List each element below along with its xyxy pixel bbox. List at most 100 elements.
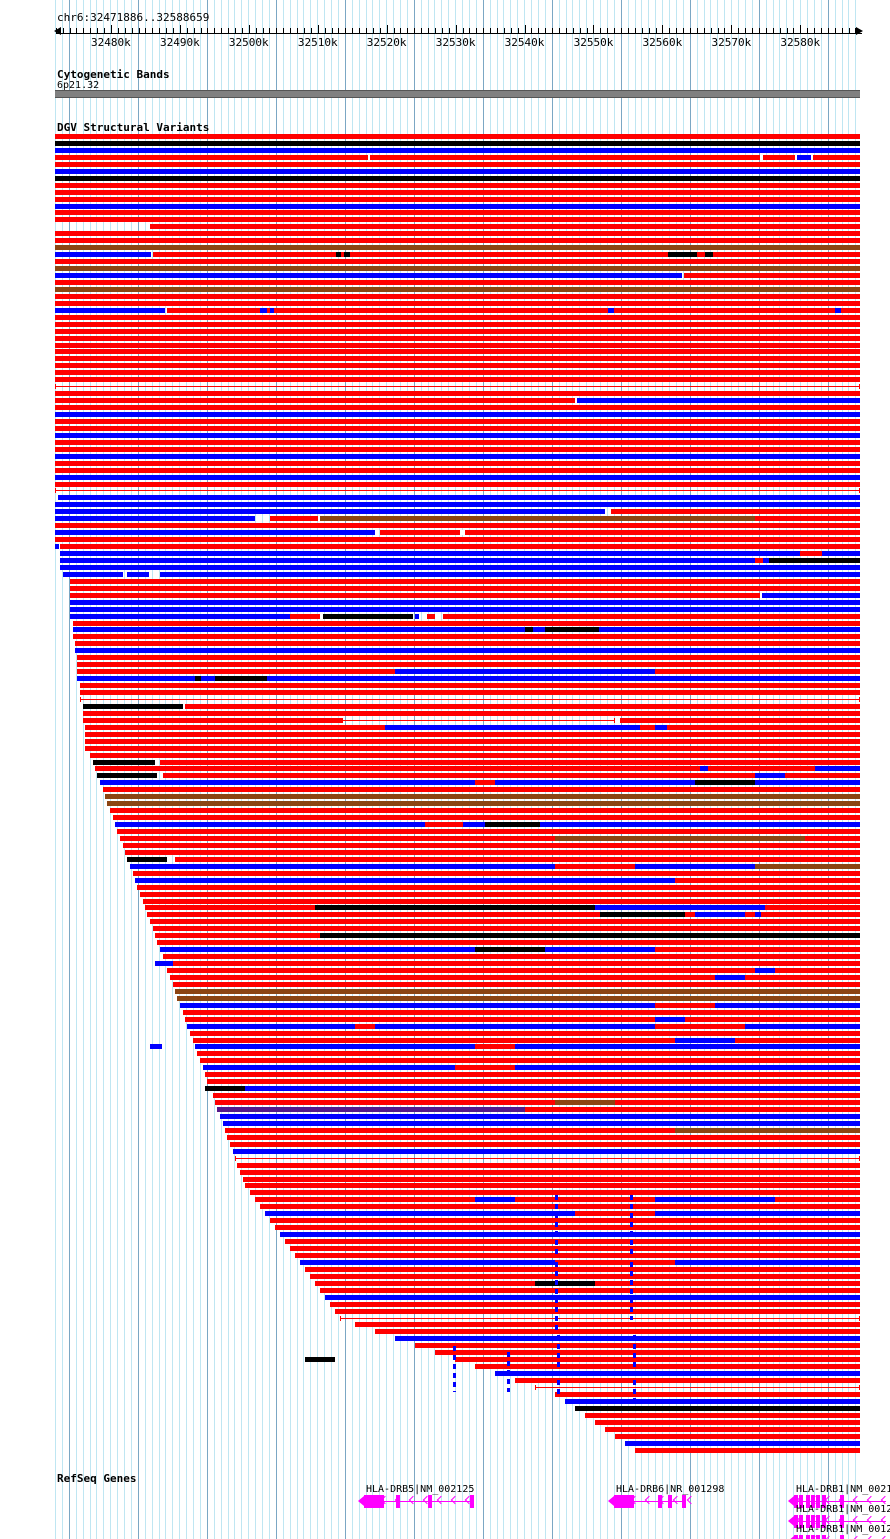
dgv-variant-bar[interactable]	[55, 475, 860, 480]
dgv-variant-bar[interactable]	[185, 1017, 860, 1022]
dgv-variant-bar[interactable]	[605, 1427, 860, 1432]
dgv-variant-bar[interactable]	[170, 975, 860, 980]
dgv-variant-bar[interactable]	[55, 204, 860, 209]
dgv-variant-bar[interactable]	[475, 947, 545, 952]
dgv-variant-bar[interactable]	[280, 1232, 860, 1237]
dgv-variant-bar[interactable]	[70, 600, 860, 605]
dgv-variant-bar[interactable]	[77, 676, 860, 681]
dgv-variant-bar[interactable]	[215, 1100, 860, 1105]
dgv-variant-bar[interactable]	[755, 516, 860, 521]
dgv-variant-bar[interactable]	[83, 718, 343, 723]
dgv-variant-bar[interactable]	[55, 426, 860, 431]
dgv-variant-bar[interactable]	[55, 259, 860, 264]
dgv-variant-bar[interactable]	[325, 1295, 860, 1300]
dgv-variant-bar[interactable]	[83, 704, 183, 709]
dgv-variant-bar[interactable]	[715, 975, 745, 980]
dgv-variant-bar[interactable]	[515, 1378, 860, 1383]
dgv-variant-bar[interactable]	[475, 1197, 515, 1202]
dgv-variant-bar[interactable]	[85, 739, 860, 744]
gene-exon[interactable]	[626, 1495, 630, 1508]
dgv-variant-bar[interactable]	[663, 530, 860, 535]
dgv-variant-bar[interactable]	[55, 419, 860, 424]
dgv-variant-bar[interactable]	[675, 1038, 735, 1043]
dgv-variant-bar[interactable]	[55, 266, 860, 271]
dgv-variant-bar[interactable]	[55, 454, 860, 459]
dgv-variant-bar[interactable]	[55, 273, 682, 278]
dgv-variant-bar[interactable]	[695, 780, 755, 785]
dgv-variant-bar[interactable]	[83, 711, 860, 716]
dgv-variant-bar[interactable]	[270, 516, 318, 521]
gene-exon[interactable]	[618, 1495, 622, 1508]
dgv-variant-bar[interactable]	[125, 850, 860, 855]
dgv-variant-rows[interactable]	[55, 134, 860, 1454]
dgv-variant-bar[interactable]	[763, 155, 795, 160]
dgv-variant-bar[interactable]	[80, 690, 860, 695]
dgv-variant-bar[interactable]	[655, 1003, 715, 1008]
dgv-variant-bar[interactable]	[175, 857, 860, 862]
gene-exon[interactable]	[794, 1515, 798, 1528]
dgv-variant-bar[interactable]	[55, 447, 860, 452]
dgv-variant-bar[interactable]	[55, 238, 860, 243]
dgv-variant-bar[interactable]	[55, 377, 860, 382]
dgv-variant-bar[interactable]	[55, 509, 605, 514]
dgv-variant-bar[interactable]	[55, 412, 860, 417]
dgv-variant-bar[interactable]	[75, 648, 175, 653]
dgv-variant-bar[interactable]	[58, 495, 860, 500]
dgv-variant-bar[interactable]	[70, 586, 860, 591]
dgv-variant-bar[interactable]	[755, 773, 785, 778]
dgv-variant-bar[interactable]	[575, 1406, 860, 1411]
dgv-variant-bar[interactable]	[645, 968, 651, 973]
dgv-variant-bar[interactable]	[193, 1038, 860, 1043]
dgv-variant-bar[interactable]	[70, 579, 860, 584]
dgv-variant-bar[interactable]	[55, 488, 860, 493]
gene-model[interactable]: HLA-DRB1|NM_0012	[788, 1504, 890, 1528]
gene-exon[interactable]	[816, 1495, 820, 1508]
dgv-variant-bar[interactable]	[635, 252, 665, 257]
gene-exon[interactable]	[806, 1495, 810, 1508]
gene-exon[interactable]	[840, 1515, 844, 1528]
dgv-variant-bar[interactable]	[427, 614, 435, 619]
dgv-variant-bar[interactable]	[77, 662, 860, 667]
gene-exon[interactable]	[811, 1535, 815, 1539]
dgv-variant-bar[interactable]	[160, 760, 860, 765]
dgv-variant-bar[interactable]	[55, 502, 860, 507]
dgv-variant-bar[interactable]	[835, 308, 841, 313]
dgv-variant-bar[interactable]	[230, 1142, 860, 1147]
dgv-variant-bar[interactable]	[745, 1003, 785, 1008]
dgv-variant-bar[interactable]	[668, 252, 697, 257]
dgv-variant-bar[interactable]	[608, 308, 614, 313]
dgv-variant-bar[interactable]	[320, 516, 860, 521]
dgv-variant-bar[interactable]	[167, 968, 860, 973]
dgv-variant-bar[interactable]	[755, 1086, 860, 1091]
dgv-variant-bar[interactable]	[55, 398, 575, 403]
dgv-variant-bar[interactable]	[55, 315, 860, 320]
gene-exon[interactable]	[794, 1535, 798, 1539]
dgv-variant-bar[interactable]	[157, 940, 860, 945]
dgv-variant-bar[interactable]	[177, 996, 860, 1001]
dgv-variant-bar[interactable]	[55, 405, 860, 410]
dgv-variant-bar[interactable]	[90, 753, 860, 758]
dgv-variant-bar[interactable]	[555, 1100, 615, 1105]
dgv-variant-bar[interactable]	[103, 787, 860, 792]
dgv-variant-bar[interactable]	[555, 836, 805, 841]
dgv-variant-bar[interactable]	[163, 773, 860, 778]
gene-model[interactable]: HLA-DRB6|NR_001298	[608, 1484, 724, 1508]
dgv-variant-bar[interactable]	[635, 1448, 860, 1453]
dgv-variant-bar[interactable]	[755, 975, 805, 980]
dgv-variant-bar[interactable]	[55, 336, 860, 341]
dgv-variant-bar[interactable]	[80, 697, 860, 702]
dgv-variant-bar[interactable]	[785, 780, 860, 785]
gene-exon[interactable]	[658, 1495, 662, 1508]
dgv-variant-bar[interactable]	[55, 294, 860, 299]
gene-exon[interactable]	[794, 1495, 798, 1508]
gene-exon[interactable]	[811, 1515, 815, 1528]
dgv-variant-bar[interactable]	[285, 1239, 860, 1244]
dgv-variant-bar[interactable]	[60, 551, 860, 556]
dgv-variant-bar[interactable]	[755, 760, 785, 765]
dgv-variant-bar[interactable]	[55, 190, 860, 195]
dgv-variant-bar[interactable]	[55, 433, 860, 438]
dgv-variant-bar[interactable]	[535, 1385, 860, 1390]
dgv-variant-bar[interactable]	[320, 1288, 860, 1293]
dgv-variant-bar[interactable]	[611, 509, 860, 514]
dgv-variant-bar[interactable]	[380, 530, 860, 535]
